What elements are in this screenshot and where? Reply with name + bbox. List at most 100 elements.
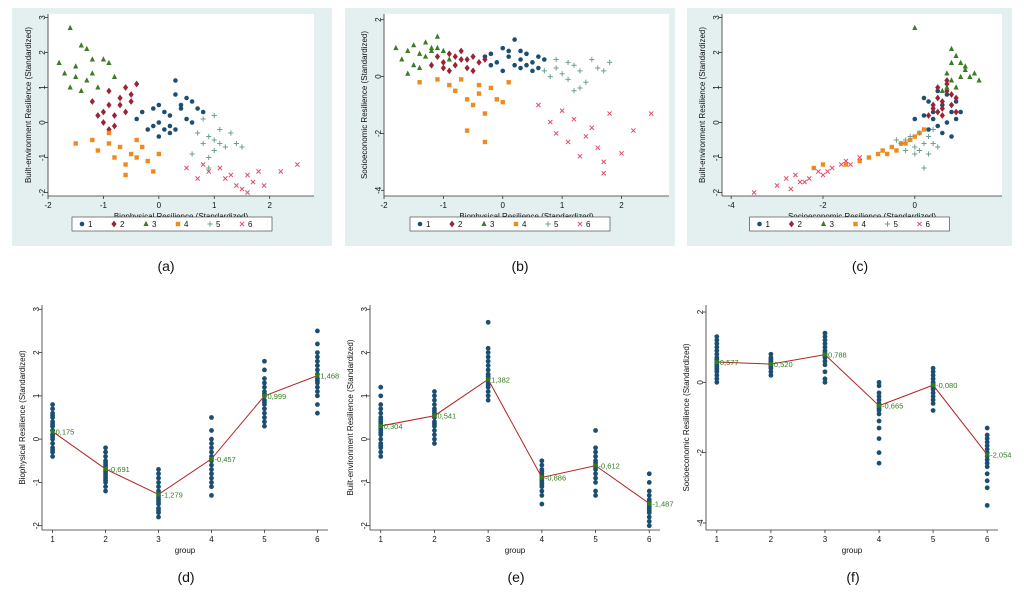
data-point bbox=[106, 101, 112, 109]
plot-area bbox=[370, 305, 660, 530]
mean-value-label: 0,541 bbox=[437, 412, 456, 421]
data-point bbox=[565, 59, 571, 65]
data-point bbox=[553, 56, 559, 63]
data-point bbox=[541, 68, 547, 74]
data-point bbox=[512, 62, 517, 68]
legend-label: 3 bbox=[490, 220, 495, 229]
data-point bbox=[485, 350, 491, 355]
x-tick-label: 5 bbox=[262, 535, 267, 544]
data-point bbox=[930, 372, 936, 378]
data-point bbox=[256, 169, 262, 174]
legend-label: 1 bbox=[88, 220, 93, 229]
data-point bbox=[485, 354, 491, 360]
x-tick-label: 2 bbox=[619, 201, 624, 210]
legend: 1 2 3 4 5 6 bbox=[409, 216, 611, 232]
data-point bbox=[565, 76, 571, 83]
data-point bbox=[73, 73, 79, 79]
data-point bbox=[843, 158, 849, 164]
x-tick-label: 1 bbox=[212, 201, 217, 210]
data-point bbox=[940, 130, 945, 136]
data-point bbox=[903, 147, 909, 154]
legend-label: 5 bbox=[216, 220, 221, 229]
data-point bbox=[315, 341, 320, 347]
data-point bbox=[411, 61, 417, 68]
data-point bbox=[315, 350, 320, 355]
data-point bbox=[518, 57, 523, 62]
x-tick-label: 5 bbox=[931, 535, 936, 544]
data-point bbox=[134, 155, 139, 160]
data-point bbox=[571, 62, 577, 68]
data-point bbox=[921, 127, 927, 132]
data-point bbox=[751, 190, 757, 195]
data-point bbox=[78, 42, 84, 48]
data-point bbox=[788, 186, 794, 192]
legend-label: 5 bbox=[554, 220, 559, 229]
legend-marker bbox=[757, 221, 762, 227]
data-point bbox=[464, 97, 470, 102]
data-point bbox=[820, 172, 826, 178]
data-point bbox=[315, 354, 320, 360]
data-point bbox=[984, 436, 990, 441]
x-tick-label: 4 bbox=[877, 535, 882, 544]
data-point bbox=[262, 384, 267, 390]
data-point bbox=[930, 105, 936, 112]
plot-area bbox=[722, 14, 1002, 196]
data-point bbox=[78, 87, 84, 93]
y-tick-label: 1 bbox=[32, 393, 41, 398]
legend-label: 1 bbox=[426, 220, 431, 229]
data-point bbox=[50, 434, 55, 440]
x-axis-label: group bbox=[175, 546, 196, 555]
mean-value-label: 0,304 bbox=[384, 422, 403, 431]
data-point bbox=[930, 101, 936, 109]
series-3 bbox=[912, 24, 982, 93]
data-point bbox=[714, 351, 720, 357]
mean-marker bbox=[486, 377, 491, 382]
data-point bbox=[417, 64, 423, 71]
data-point bbox=[189, 151, 195, 157]
mean-marker bbox=[156, 492, 161, 497]
data-point bbox=[209, 415, 214, 420]
data-point bbox=[399, 56, 405, 62]
data-point bbox=[156, 120, 162, 125]
data-point bbox=[106, 130, 112, 136]
data-point bbox=[962, 66, 968, 72]
mean-value-label: -0,691 bbox=[109, 465, 130, 474]
data-point bbox=[245, 172, 250, 178]
data-point bbox=[378, 454, 384, 459]
data-point bbox=[262, 419, 267, 425]
data-point bbox=[571, 88, 577, 94]
mean-marker bbox=[768, 362, 773, 367]
data-point bbox=[470, 53, 476, 61]
data-point bbox=[822, 379, 828, 385]
data-point bbox=[378, 402, 384, 407]
data-point bbox=[432, 397, 437, 403]
data-point bbox=[876, 379, 882, 385]
data-point bbox=[876, 411, 882, 417]
data-point bbox=[912, 144, 918, 150]
y-tick-label: 3 bbox=[712, 15, 721, 20]
data-point bbox=[500, 68, 506, 74]
data-point bbox=[949, 134, 954, 139]
data-point bbox=[714, 344, 720, 350]
data-point bbox=[792, 172, 798, 178]
x-axis-label: group bbox=[505, 546, 526, 555]
data-point bbox=[315, 363, 320, 368]
data-point bbox=[209, 441, 214, 446]
data-point bbox=[601, 68, 607, 74]
data-point bbox=[156, 508, 161, 513]
data-point bbox=[446, 56, 452, 62]
data-point bbox=[446, 50, 452, 58]
data-point bbox=[117, 94, 123, 102]
data-point bbox=[128, 91, 134, 98]
data-point bbox=[930, 365, 936, 371]
data-point bbox=[156, 151, 162, 157]
data-point bbox=[825, 169, 831, 174]
mean-line bbox=[380, 378, 650, 504]
data-point bbox=[829, 165, 835, 171]
x-tick-label: 1 bbox=[379, 535, 384, 544]
data-point bbox=[440, 47, 446, 53]
data-point bbox=[571, 116, 577, 122]
data-point bbox=[432, 393, 437, 399]
data-point bbox=[944, 84, 950, 90]
